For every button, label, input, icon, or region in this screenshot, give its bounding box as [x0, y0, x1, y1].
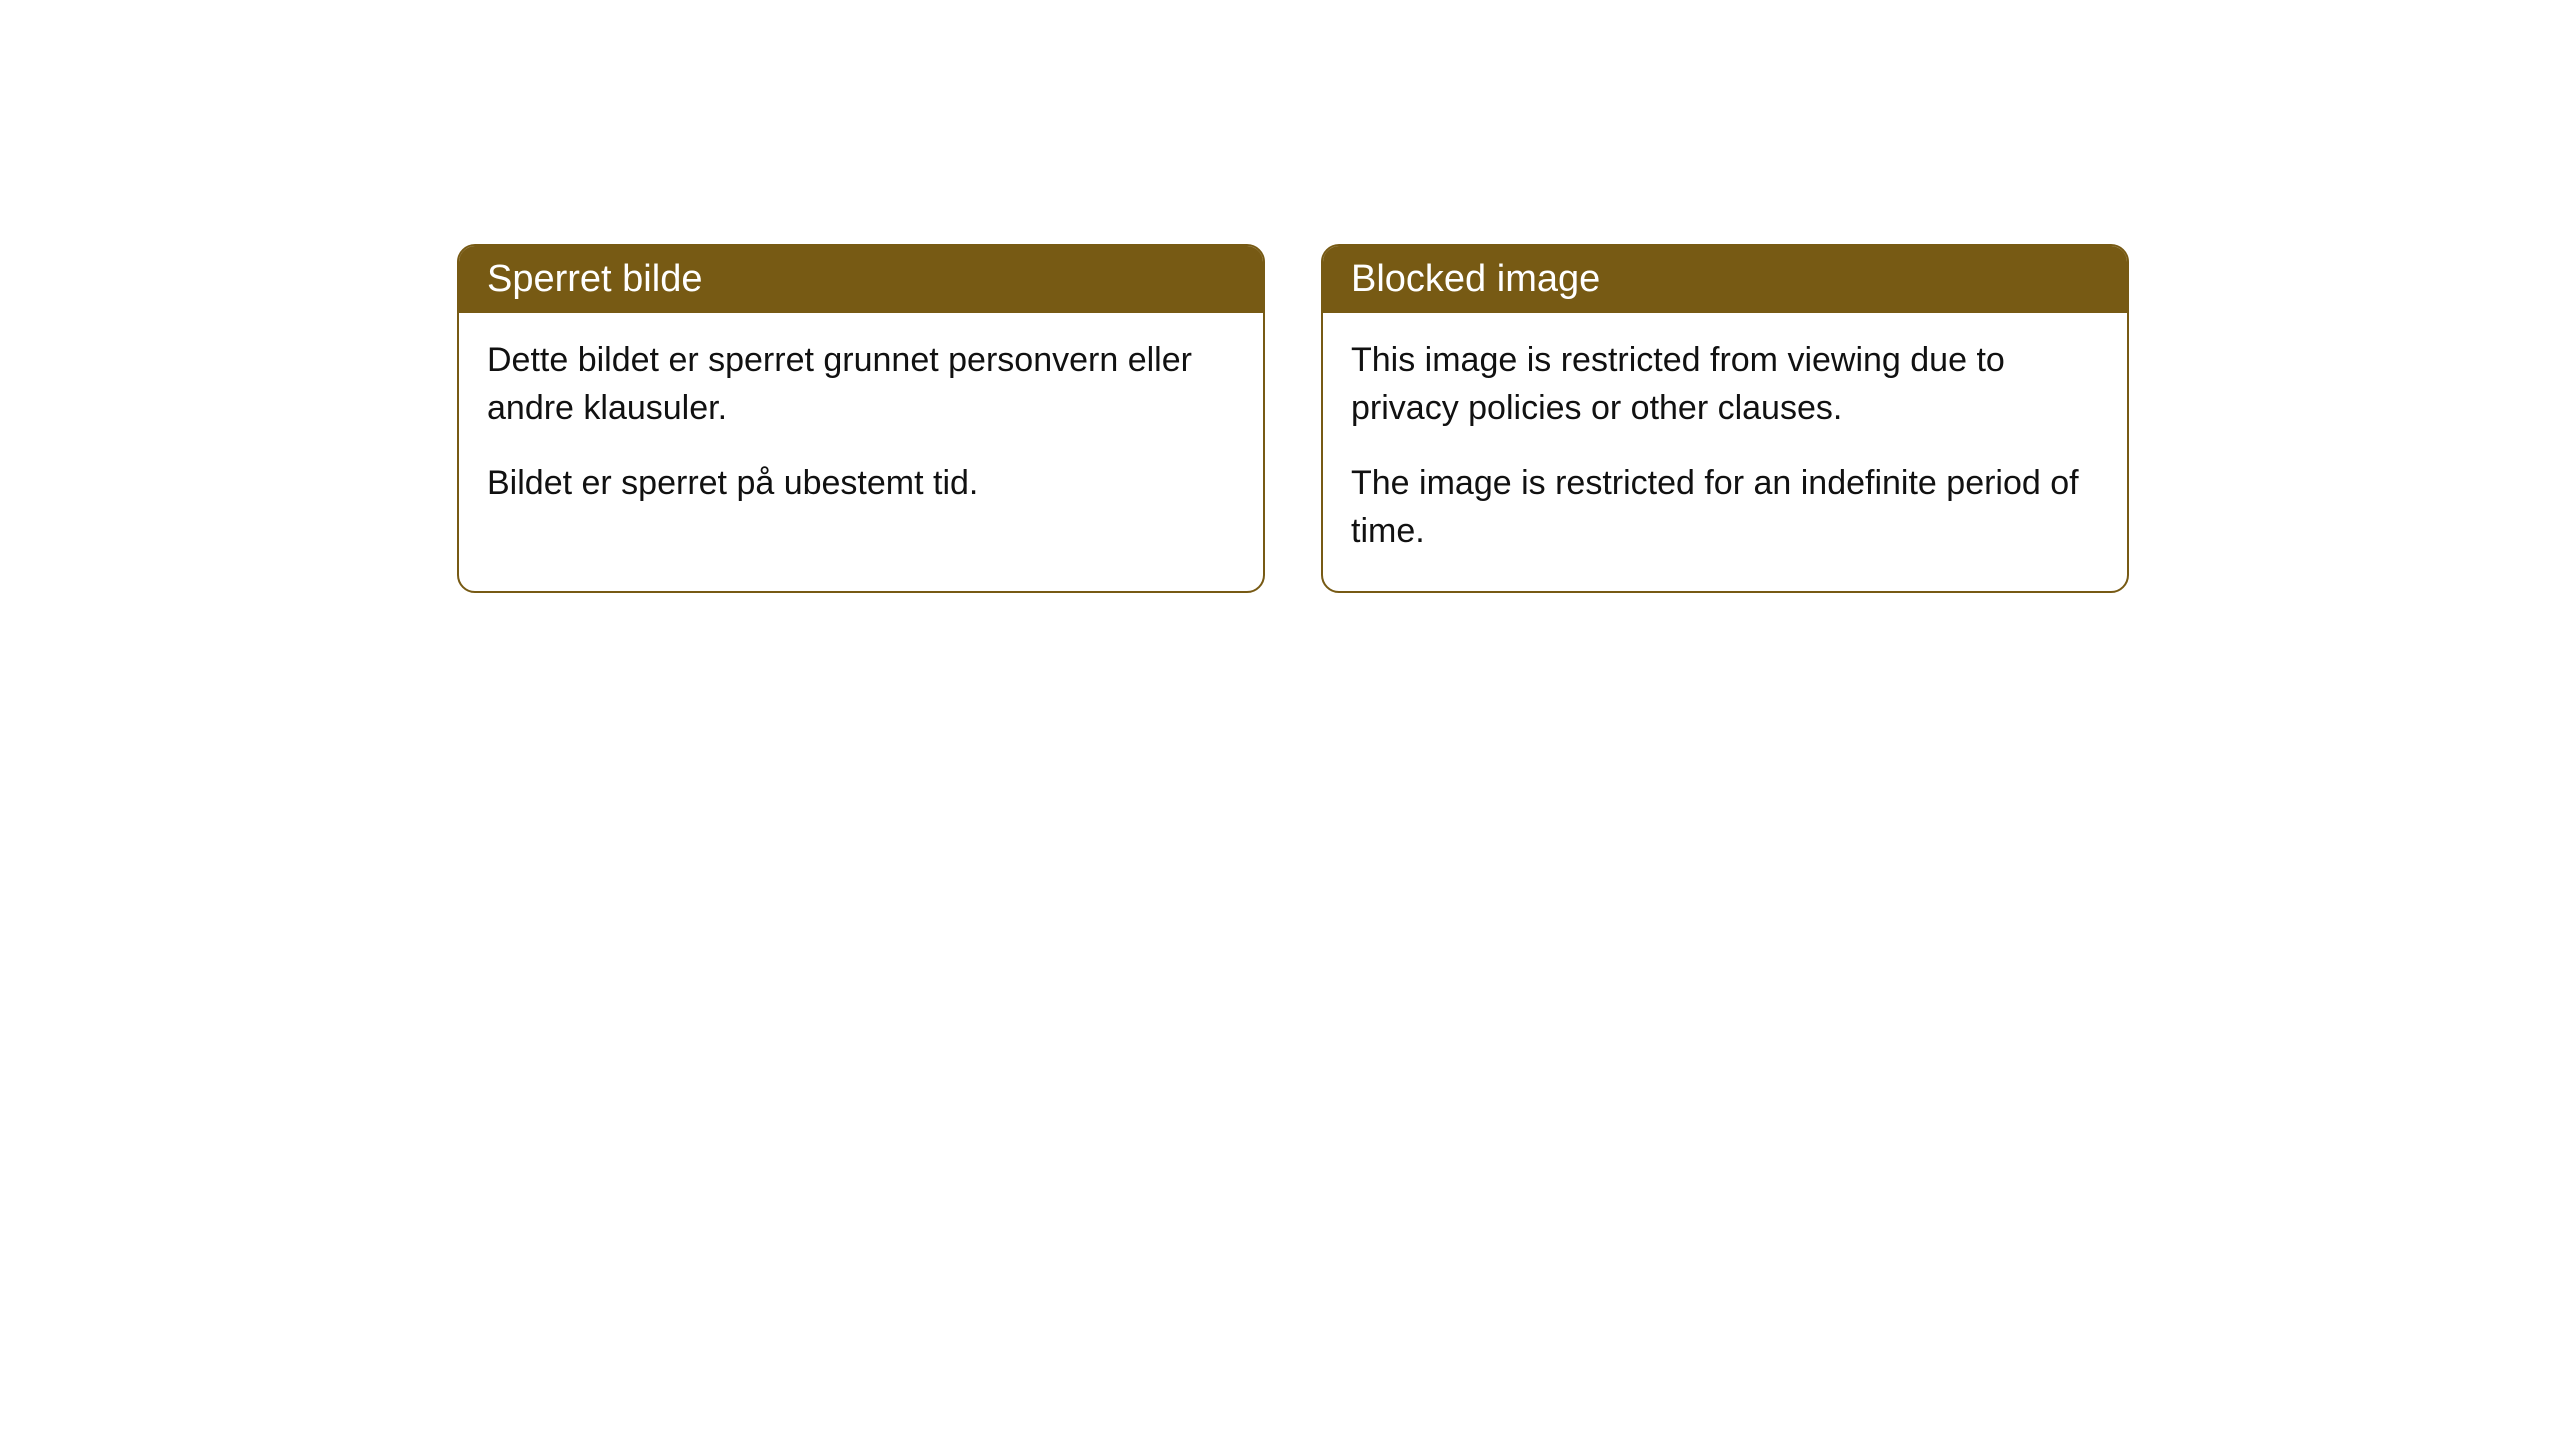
notice-cards-container: Sperret bilde Dette bildet er sperret gr…: [457, 244, 2560, 593]
card-header: Blocked image: [1323, 246, 2127, 313]
blocked-image-card-en: Blocked image This image is restricted f…: [1321, 244, 2129, 593]
card-paragraph: This image is restricted from viewing du…: [1351, 337, 2099, 432]
blocked-image-card-no: Sperret bilde Dette bildet er sperret gr…: [457, 244, 1265, 593]
card-paragraph: Bildet er sperret på ubestemt tid.: [487, 460, 1235, 508]
card-body: Dette bildet er sperret grunnet personve…: [459, 313, 1263, 544]
card-paragraph: Dette bildet er sperret grunnet personve…: [487, 337, 1235, 432]
card-header: Sperret bilde: [459, 246, 1263, 313]
card-paragraph: The image is restricted for an indefinit…: [1351, 460, 2099, 555]
card-body: This image is restricted from viewing du…: [1323, 313, 2127, 591]
